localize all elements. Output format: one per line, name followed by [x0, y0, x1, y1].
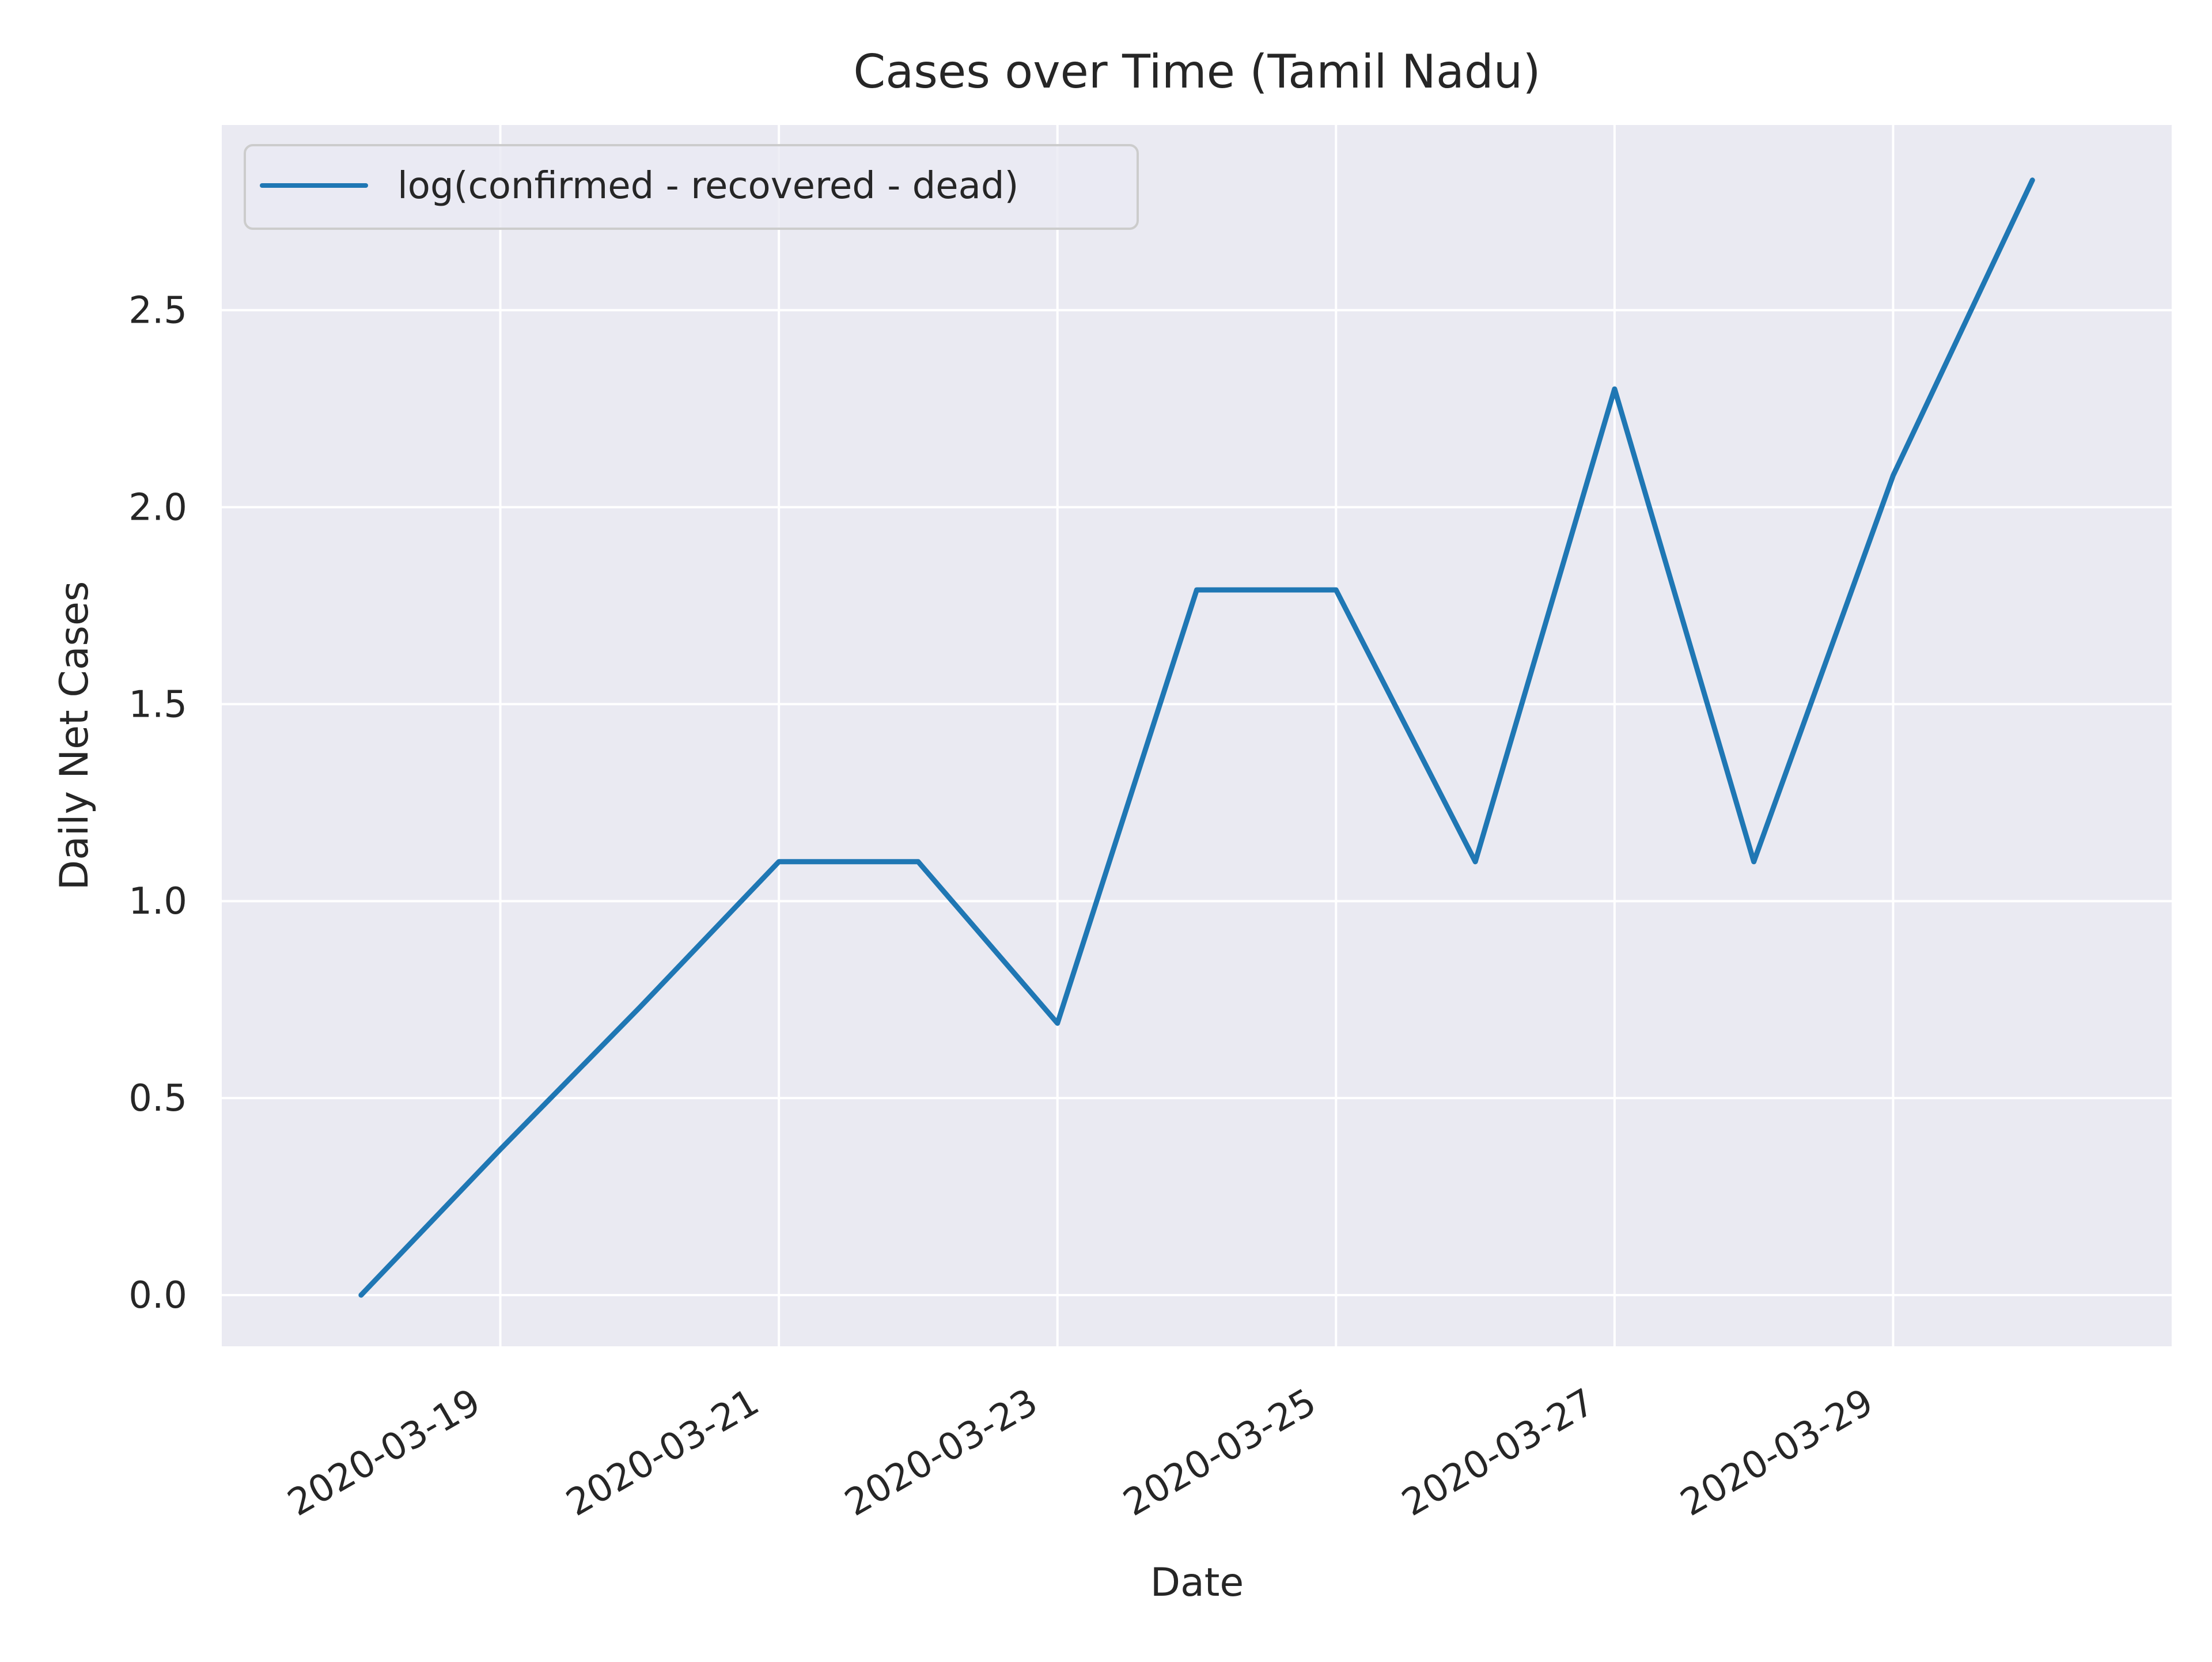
plot-background [222, 125, 2172, 1346]
vertical-grid [499, 125, 1895, 1346]
x-axis-label: Date [1150, 1560, 1244, 1606]
x-tick-label: 2020-03-29 [1673, 1381, 1880, 1525]
x-tick-label: 2020-03-25 [1116, 1381, 1323, 1525]
series-line [358, 177, 2035, 1298]
x-tick-label: 2020-03-19 [281, 1381, 487, 1525]
legend-box [244, 144, 1139, 230]
y-tick-label: 1.5 [128, 683, 187, 726]
y-tick-label: 2.0 [128, 486, 187, 529]
chart-title: Cases over Time (Tamil Nadu) [853, 45, 1540, 99]
y-tick-label: 0.0 [128, 1274, 187, 1317]
y-tick-label: 1.0 [128, 880, 187, 923]
y-tick-label: 0.5 [128, 1077, 187, 1120]
legend: log(confirmed - recovered - dead) [244, 144, 1139, 230]
horizontal-grid [222, 309, 2172, 1297]
x-tick-label: 2020-03-21 [559, 1381, 766, 1525]
y-axis-label: Daily Net Cases [52, 581, 97, 891]
x-axis-tick-labels: 2020-03-19 2020-03-21 2020-03-23 2020-03-25… [281, 1381, 1880, 1525]
y-tick-label: 2.5 [128, 289, 187, 332]
legend-label: log(confirmed - recovered - dead) [397, 165, 1018, 207]
y-axis-tick-labels: 0.0 0.5 1.0 1.5 2.0 2.5 [128, 289, 187, 1317]
x-tick-label: 2020-03-27 [1395, 1381, 1602, 1525]
x-tick-label: 2020-03-23 [838, 1381, 1045, 1525]
series-layer [358, 177, 2035, 1298]
